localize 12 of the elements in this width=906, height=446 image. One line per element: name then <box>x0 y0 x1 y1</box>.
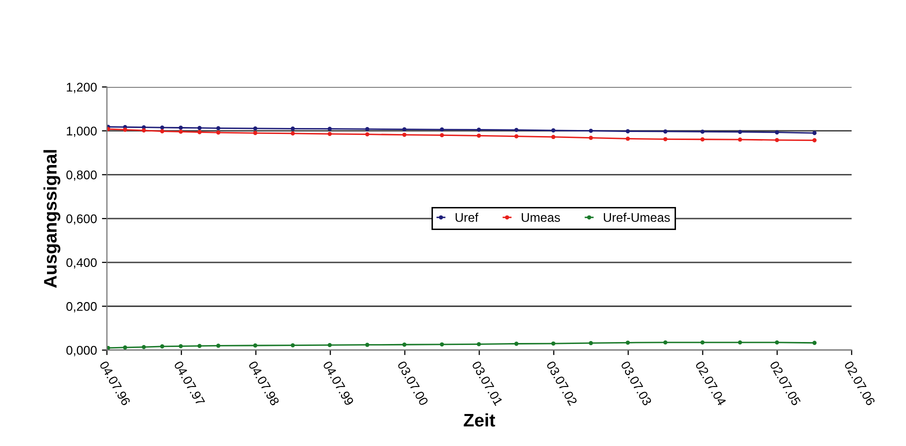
legend-label: Uref <box>456 212 478 222</box>
y-tick-label: 1,000 <box>66 126 97 137</box>
y-tick-label: 0,600 <box>66 214 97 225</box>
x-axis-title: Zeit <box>464 413 496 427</box>
legend-label: Umeas <box>522 213 560 222</box>
y-tick-label: 0,800 <box>66 170 97 181</box>
y-tick-label: 0,400 <box>66 258 97 269</box>
y-tick-label: 1,200 <box>66 82 97 94</box>
y-tick-label: 0,200 <box>66 302 97 312</box>
y-axis-title: Ausgangssignal <box>43 150 60 288</box>
legend-label: Uref-Umeas <box>604 212 670 222</box>
y-tick-label: 0,000 <box>66 346 97 356</box>
